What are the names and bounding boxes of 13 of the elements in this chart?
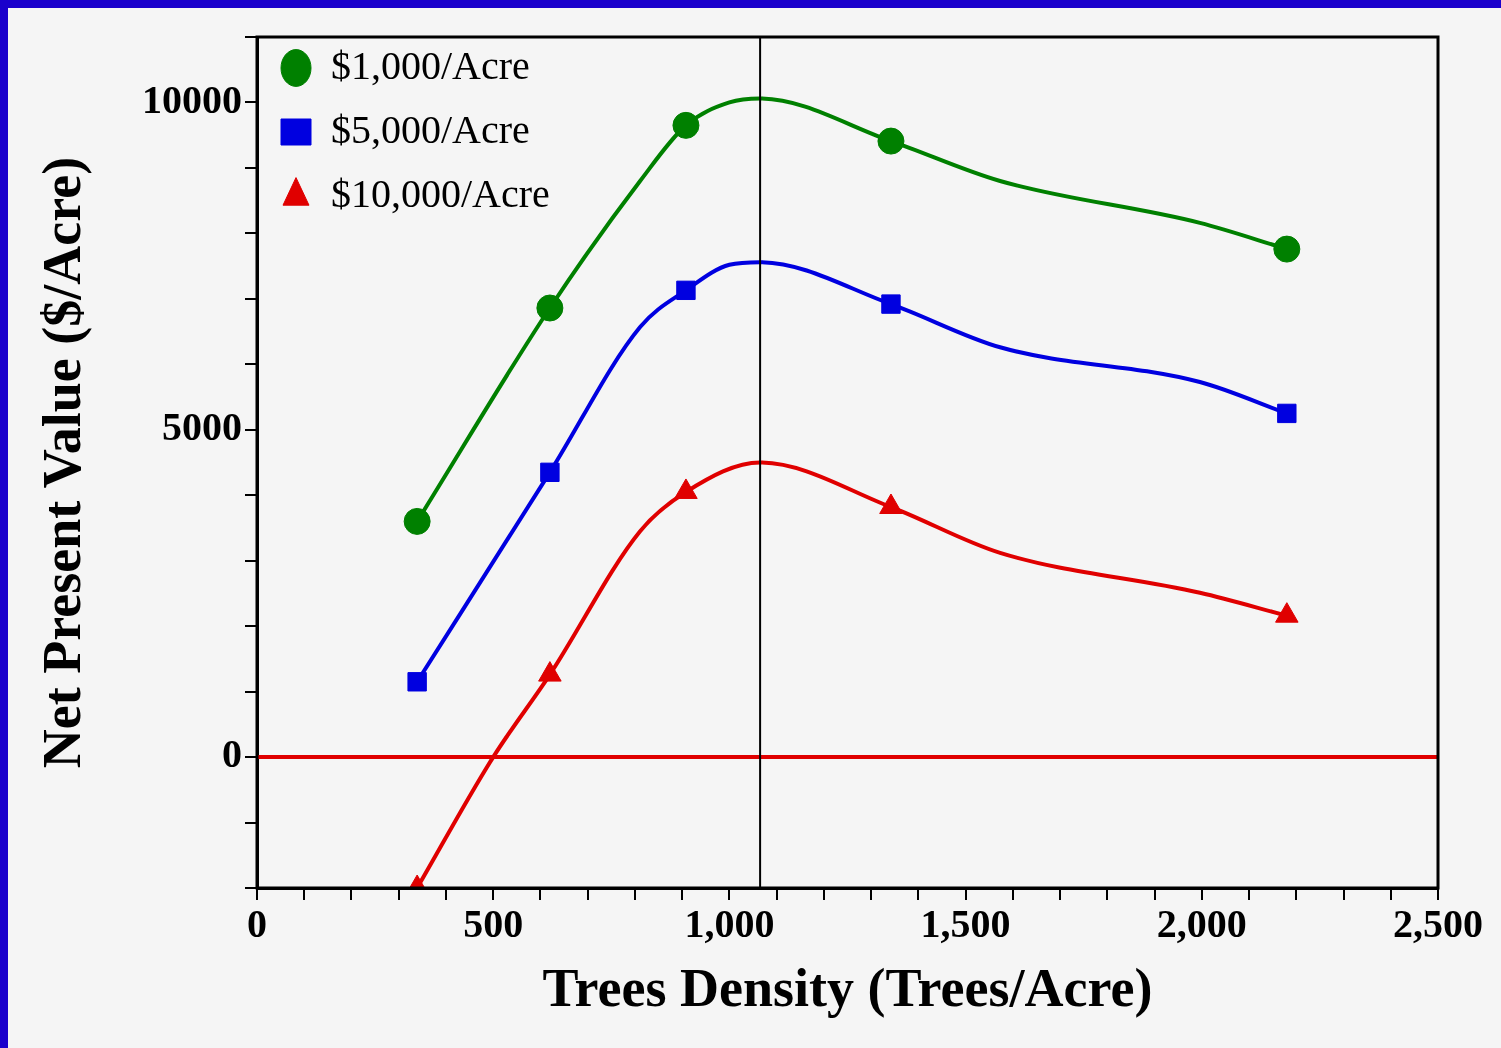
- x-tick-label: 1,000: [684, 901, 775, 947]
- y-tick-label: 10000: [142, 76, 242, 122]
- x-axis-title: Trees Density (Trees/Acre): [542, 957, 1153, 1018]
- legend-label: $10,000/Acre: [331, 170, 550, 216]
- y-axis-title: Net Present Value ($/Acre): [32, 156, 93, 769]
- x-tick-label: 1,500: [920, 901, 1011, 947]
- x-tick-label: 500: [463, 901, 524, 947]
- y-tick-label: 5000: [162, 404, 242, 450]
- y-tick-label: 0: [222, 731, 242, 777]
- legend-label: $5,000/Acre: [331, 106, 530, 152]
- x-tick-label: 2,500: [1393, 901, 1483, 947]
- x-tick-label: 2,000: [1156, 901, 1247, 947]
- legend-label: $1,000/Acre: [331, 42, 530, 88]
